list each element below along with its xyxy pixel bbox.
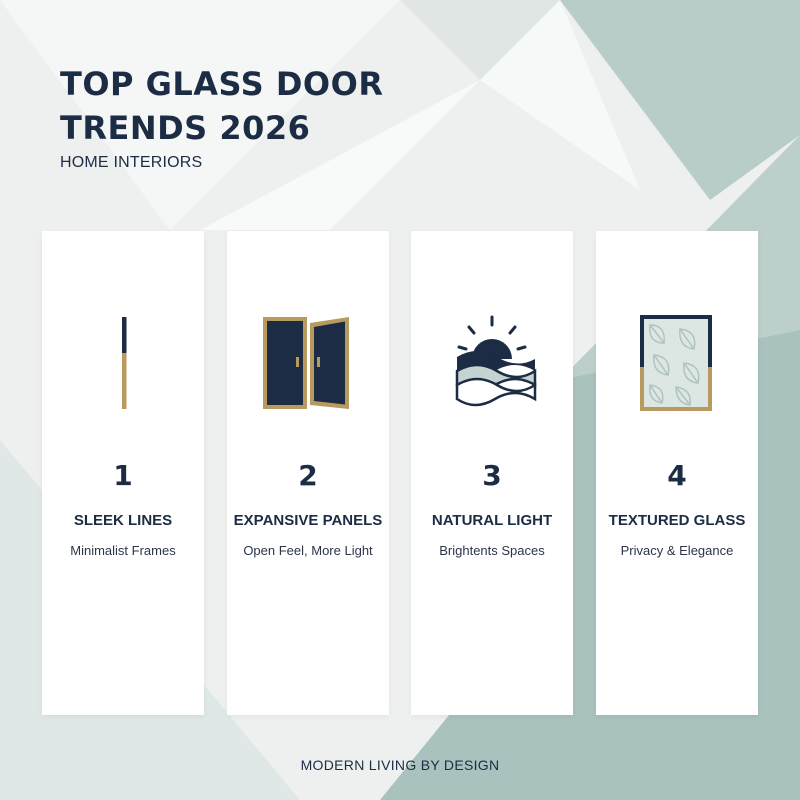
- trend-description: Open Feel, More Light: [243, 543, 373, 558]
- page-title: TOP GLASS DOOR TRENDS 2026: [60, 62, 383, 150]
- trend-card-natural-light: 3 NATURAL LIGHT Brightents Spaces: [411, 231, 573, 715]
- trend-description: Brightents Spaces: [439, 543, 545, 558]
- trend-card-expansive-panels: 2 EXPANSIVE PANELS Open Feel, More Light: [227, 231, 389, 715]
- page-subtitle: HOME INTERIORS: [60, 154, 203, 171]
- footer-tagline: MODERN LIVING BY DESIGN: [300, 757, 500, 773]
- textured-glass-icon: [596, 301, 758, 421]
- trend-title: TEXTURED GLASS: [608, 512, 746, 529]
- trend-title: SLEEK LINES: [73, 512, 173, 529]
- trend-title: NATURAL LIGHT: [431, 512, 553, 529]
- trend-number: 3: [482, 459, 502, 492]
- trend-number: 4: [667, 459, 687, 492]
- slim-frame-icon: [42, 301, 204, 421]
- page-title-line-2: TRENDS 2026: [60, 109, 311, 147]
- trend-title: EXPANSIVE PANELS: [233, 512, 383, 529]
- trend-number: 2: [298, 459, 318, 492]
- trend-number: 1: [113, 459, 133, 492]
- trend-card-sleek-lines: 1 SLEEK LINES Minimalist Frames: [42, 231, 204, 715]
- trend-description: Privacy & Elegance: [620, 543, 734, 558]
- trend-card-textured-glass: 4 TEXTURED GLASS Privacy & Elegance: [596, 231, 758, 715]
- double-door-icon: [227, 301, 389, 421]
- page-title-line-1: TOP GLASS DOOR: [60, 65, 384, 103]
- trend-description: Minimalist Frames: [70, 543, 176, 558]
- sunrise-icon: [411, 301, 573, 421]
